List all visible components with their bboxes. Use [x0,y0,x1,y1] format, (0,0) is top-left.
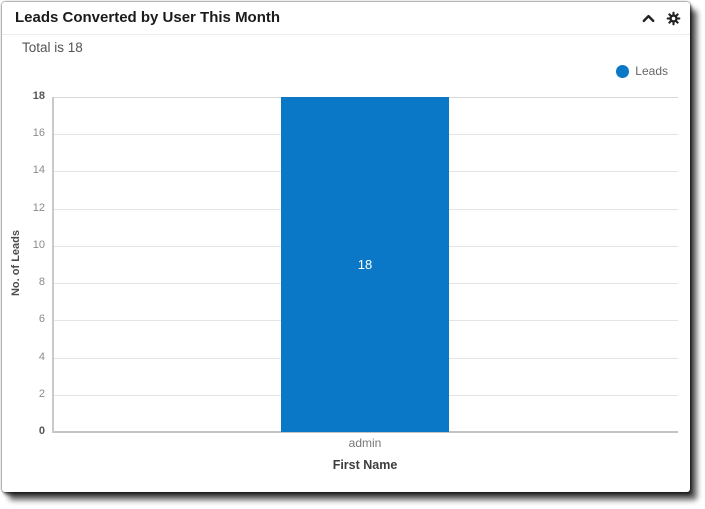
y-tick-label: 6 [38,313,45,326]
dashlet-leads-converted: Leads Converted by User This Month [2,2,690,492]
legend-dot-icon [616,64,630,78]
y-tick-label: 16 [32,127,45,140]
y-axis-line [52,97,54,433]
y-tick-label: 10 [32,238,45,251]
bar-value-label: 18 [357,257,373,272]
legend-label: Leads [635,64,668,78]
dashlet-header: Leads Converted by User This Month [2,2,690,35]
total-text: Total is 18 [22,40,83,55]
collapse-button[interactable] [640,10,657,27]
y-tick-label: 18 [32,90,45,102]
y-tick-label: 4 [38,350,45,363]
y-tick-label: 2 [38,387,45,400]
x-axis-line [52,431,678,433]
bar-leads-admin[interactable]: 18 [281,97,449,432]
y-tick-label: 14 [32,164,45,177]
y-tick-label: 0 [38,425,45,437]
chart-legend: Leads [616,64,668,80]
x-tick-label: admin [348,436,382,450]
gear-icon [666,11,681,26]
y-tick-label: 8 [38,276,45,289]
dashlet-title: Leads Converted by User This Month [15,9,281,26]
y-tick-label: 12 [32,201,45,214]
chevron-up-icon [642,14,655,23]
legend-item-leads[interactable]: Leads [616,64,668,78]
y-axis-title: No. of Leads [10,230,22,297]
x-axis-title: First Name [332,458,398,472]
settings-button[interactable] [665,10,682,27]
